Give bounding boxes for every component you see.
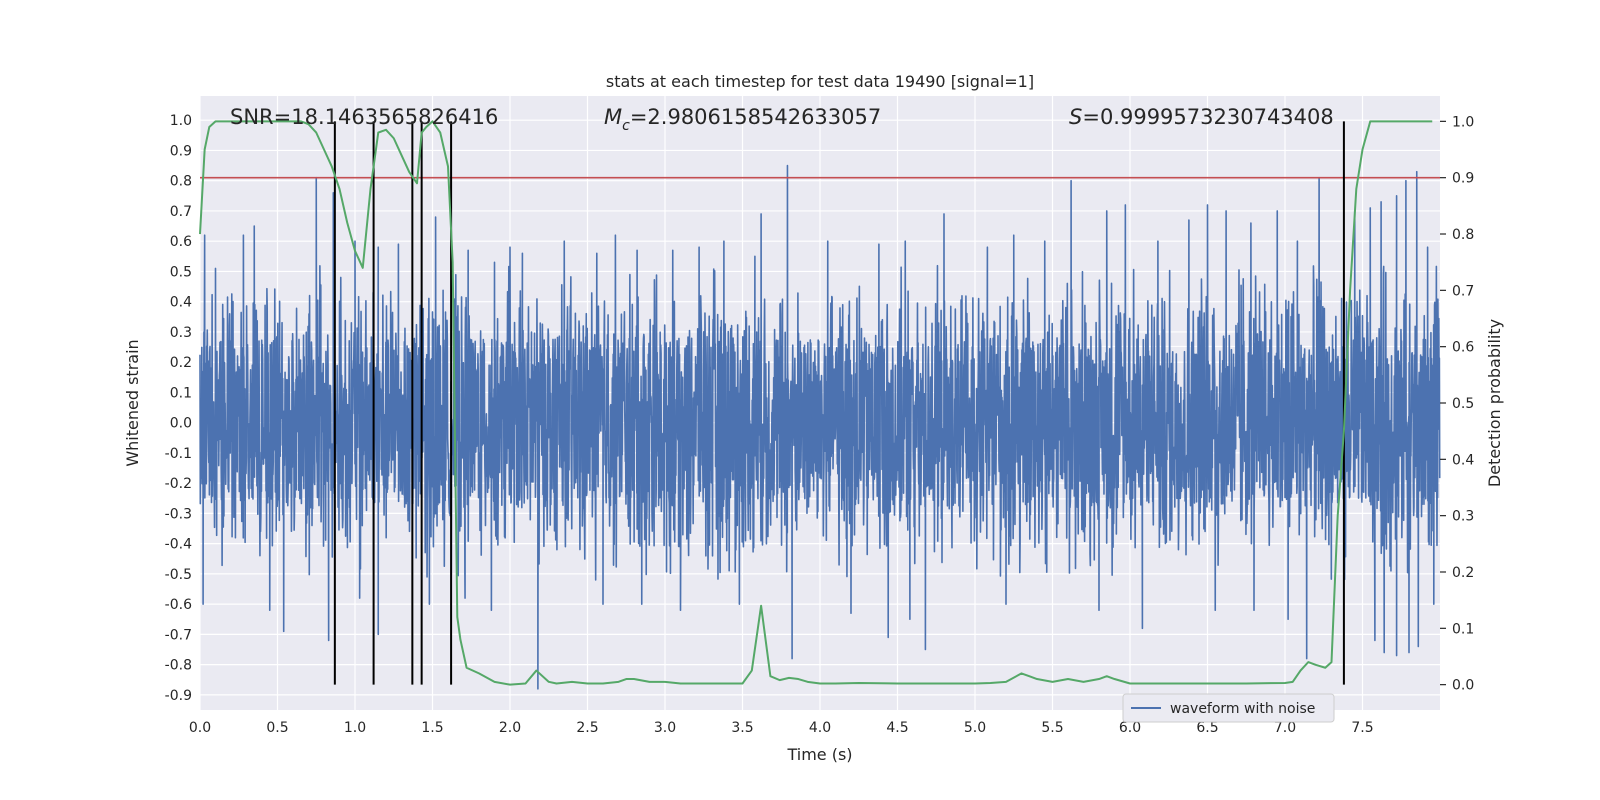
- x-tick-label: 7.5: [1351, 720, 1373, 736]
- x-tick-label: 4.0: [809, 720, 831, 736]
- y-tick-label: -0.5: [165, 567, 192, 583]
- waveform-line: [199, 164, 1441, 690]
- y-tick-label: 0.7: [170, 204, 192, 220]
- chart-title: stats at each timestep for test data 194…: [606, 72, 1034, 91]
- y-axis-label: Whitened strain: [123, 339, 142, 466]
- x-axis-label: Time (s): [786, 745, 852, 764]
- y-tick-label: 0.9: [170, 143, 192, 159]
- significance-symbol: S: [1069, 105, 1082, 129]
- x-tick-label: 5.5: [1041, 720, 1063, 736]
- legend: waveform with noise: [1122, 693, 1335, 723]
- x-tick-label: 2.5: [576, 720, 598, 736]
- y-tick-label: -0.1: [165, 446, 192, 462]
- chirp-mass-symbol: M: [604, 105, 622, 129]
- probability-series: [199, 120, 1433, 686]
- snr-annotation: SNR=18.1463565826416: [230, 105, 498, 129]
- y-tick-label: 0.4: [170, 295, 192, 311]
- chirp-mass-subscript: c: [622, 118, 630, 134]
- y-tick-label: -0.6: [165, 597, 192, 613]
- y-tick-label: 0.3: [170, 325, 192, 341]
- y-tick-label: 0.0: [170, 416, 192, 432]
- y-tick-label: -0.7: [165, 627, 192, 643]
- y-tick-label: 0.2: [170, 355, 192, 371]
- x-axis: 0.0 0.5 1.0 1.5 2.0 2.5 3.0 3.5 4.0 4.5 5.0 5.5 6.0 6…: [189, 720, 1374, 736]
- y2-tick-label: 0.0: [1452, 678, 1474, 694]
- y2-tick-label: 0.8: [1452, 227, 1474, 243]
- x-tick-label: 1.0: [344, 720, 366, 736]
- y2-tick-label: 0.3: [1452, 509, 1474, 525]
- y-axis-right: 1.0 0.9 0.8 0.7 0.6 0.5 0.4 0.3 0.2 0.1 0.0: [1440, 114, 1474, 694]
- y-tick-label: -0.4: [165, 537, 192, 553]
- y2-tick-label: 0.4: [1452, 452, 1474, 468]
- x-tick-label: 3.5: [731, 720, 753, 736]
- y-tick-label: -0.2: [165, 476, 192, 492]
- x-tick-label: 6.0: [1119, 720, 1141, 736]
- y-tick-label: -0.3: [165, 506, 192, 522]
- y-tick-label: -0.8: [165, 658, 192, 674]
- y2-tick-label: 0.5: [1452, 396, 1474, 412]
- y2-axis-label: Detection probability: [1485, 319, 1504, 487]
- y-tick-label: 0.6: [170, 234, 192, 250]
- x-tick-label: 0.0: [189, 720, 211, 736]
- y-tick-label: 0.8: [170, 174, 192, 190]
- waveform-series: [199, 164, 1441, 690]
- legend-label: waveform with noise: [1170, 701, 1315, 717]
- y2-tick-label: 1.0: [1452, 114, 1474, 130]
- detection-markers: [333, 121, 1345, 685]
- y-tick-label: 0.1: [170, 385, 192, 401]
- x-tick-label: 4.5: [886, 720, 908, 736]
- x-tick-label: 7.0: [1274, 720, 1296, 736]
- chirp-mass-annotation: Mc=2.9806158542633057: [604, 105, 881, 134]
- x-tick-label: 0.5: [266, 720, 288, 736]
- probability-line: [199, 120, 1433, 686]
- x-tick-label: 3.0: [654, 720, 676, 736]
- y-tick-label: -0.9: [165, 688, 192, 704]
- significance-value: =0.9999573230743408: [1082, 105, 1333, 129]
- y2-tick-label: 0.1: [1452, 621, 1474, 637]
- y-axis-left: 1.0 0.9 0.8 0.7 0.6 0.5 0.4 0.3 0.2 0.1 0.0 -0.1 -0.…: [165, 113, 192, 704]
- x-tick-label: 2.0: [499, 720, 521, 736]
- x-tick-label: 5.0: [964, 720, 986, 736]
- y-tick-label: 1.0: [170, 113, 192, 129]
- chirp-mass-value: =2.9806158542633057: [630, 105, 881, 129]
- significance-annotation: S=0.9999573230743408: [1069, 105, 1334, 129]
- y-tick-label: 0.5: [170, 264, 192, 280]
- y2-tick-label: 0.2: [1452, 565, 1474, 581]
- x-tick-label: 6.5: [1196, 720, 1218, 736]
- y2-tick-label: 0.9: [1452, 171, 1474, 187]
- y2-tick-label: 0.6: [1452, 340, 1474, 356]
- x-tick-label: 1.5: [421, 720, 443, 736]
- y2-tick-label: 0.7: [1452, 283, 1474, 299]
- legend-box: [1122, 693, 1335, 723]
